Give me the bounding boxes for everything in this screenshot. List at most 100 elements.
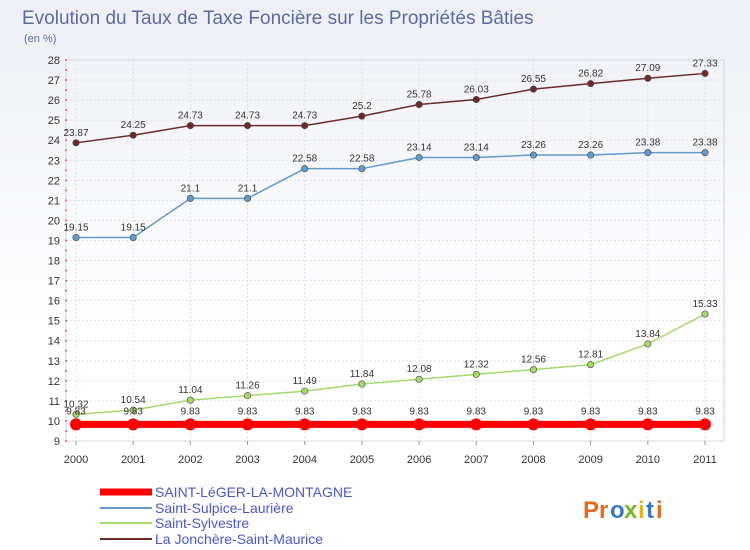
legend-label: SAINT-LéGER-LA-MONTAGNE	[155, 484, 352, 500]
y-axis-dot	[65, 199, 67, 202]
y-axis-dot	[65, 329, 67, 332]
data-point	[358, 165, 366, 173]
data-point	[244, 122, 252, 130]
x-tick-label: 2004	[292, 454, 316, 466]
y-axis-dot	[65, 429, 67, 432]
data-point	[415, 153, 423, 161]
data-point	[241, 418, 254, 431]
chart-title: Evolution du Taux de Taxe Foncière sur l…	[22, 8, 534, 29]
y-axis-dot	[65, 389, 67, 392]
data-point	[186, 194, 194, 202]
data-point	[186, 122, 194, 130]
y-tick-label: 12	[48, 376, 60, 388]
y-axis-dot	[65, 99, 67, 102]
data-label: 19.15	[63, 222, 88, 233]
data-point	[415, 101, 423, 109]
data-label: 9.83	[581, 406, 601, 417]
data-label: 9.83	[638, 406, 658, 417]
data-point	[644, 340, 652, 348]
data-label: 12.81	[578, 350, 603, 361]
y-axis-dot	[65, 349, 67, 352]
y-axis-dot	[65, 279, 67, 282]
x-tick-label: 2005	[350, 454, 374, 466]
data-label: 24.73	[235, 111, 260, 122]
data-label: 11.04	[178, 385, 203, 396]
y-axis-dot	[65, 209, 67, 212]
data-point	[701, 149, 709, 157]
series-3: 23.87 24.25 24.73 24.73 24.73 25.2 25.78 26.03 2…	[63, 58, 718, 147]
data-point	[472, 96, 480, 104]
data-point	[587, 151, 595, 159]
data-label: 9.83	[181, 406, 201, 417]
data-label: 23.38	[635, 138, 660, 149]
data-point	[358, 380, 366, 388]
data-point	[641, 418, 654, 431]
x-tick-label: 2003	[235, 454, 259, 466]
data-label: 13.84	[635, 329, 660, 340]
y-tick-label: 16	[48, 296, 60, 308]
data-label: 24.73	[178, 111, 203, 122]
y-axis-dot	[65, 179, 67, 182]
data-point	[301, 122, 309, 130]
series-1: 19.15 19.15 21.1 21.1 22.58 22.58 23.14 23.14 23…	[63, 138, 718, 241]
series-line	[76, 151, 705, 239]
y-tick-label: 25	[48, 115, 60, 127]
data-point	[527, 418, 540, 431]
data-point	[701, 69, 709, 77]
data-label: 11.84	[350, 369, 375, 380]
data-point	[701, 310, 709, 318]
y-axis-dot	[65, 169, 67, 172]
data-point	[413, 418, 426, 431]
y-axis: 9 10 11 12 13 14 15 16 17 18 19 20 21 22 23 24 25 26 27 28	[48, 55, 67, 448]
data-label: 23.87	[63, 128, 88, 139]
data-label: 26.82	[578, 69, 603, 80]
y-tick-label: 21	[48, 195, 60, 207]
brand-letter: o	[610, 497, 625, 524]
data-point	[301, 387, 309, 395]
data-point	[301, 165, 309, 173]
series-2: 10.32 10.54 11.04 11.26 11.49 11.84 12.08 12.32…	[63, 299, 718, 419]
y-tick-label: 22	[48, 175, 60, 187]
x-tick-label: 2011	[693, 454, 717, 466]
chart-subtitle: (en %)	[24, 33, 56, 45]
data-point	[355, 418, 368, 431]
data-label: 12.56	[521, 355, 546, 366]
gridlines	[65, 59, 725, 442]
data-label: 12.08	[407, 364, 432, 375]
y-tick-label: 23	[48, 155, 60, 167]
y-axis-dot	[65, 339, 67, 342]
y-axis-dot	[65, 69, 67, 72]
y-tick-label: 26	[48, 95, 60, 107]
y-axis-dot	[65, 189, 67, 192]
data-label: 10.32	[63, 400, 88, 411]
brand-letter: r	[599, 497, 608, 524]
data-label: 9.83	[238, 406, 258, 417]
y-tick-label: 18	[48, 256, 60, 268]
data-label: 15.33	[692, 299, 717, 310]
x-tick-label: 2010	[636, 454, 660, 466]
y-tick-label: 9	[54, 436, 60, 448]
data-point	[72, 139, 80, 147]
y-tick-label: 20	[48, 215, 60, 227]
y-tick-label: 28	[48, 55, 60, 67]
data-label: 23.26	[521, 140, 546, 151]
data-point	[70, 418, 82, 431]
data-point	[644, 149, 652, 157]
legend-label: Saint-Sulpice-Laurière	[155, 500, 294, 516]
x-tick-label: 2002	[178, 454, 202, 466]
data-point	[127, 418, 140, 431]
x-tick-label: 2000	[64, 454, 88, 466]
data-point	[529, 366, 537, 374]
data-label: 9.83	[295, 406, 315, 417]
y-tick-label: 19	[48, 235, 60, 247]
data-point	[186, 396, 194, 404]
data-label: 25.2	[352, 101, 372, 112]
data-label: 26.55	[521, 74, 546, 85]
data-label: 23.26	[578, 140, 603, 151]
data-point	[529, 85, 537, 93]
y-axis-dot	[65, 419, 67, 422]
x-axis: 2000 2001 2002 2003 2004 2005 2006 2007 2008 2009…	[64, 441, 717, 466]
y-axis-dot	[65, 259, 67, 262]
y-axis-dot	[65, 119, 67, 122]
